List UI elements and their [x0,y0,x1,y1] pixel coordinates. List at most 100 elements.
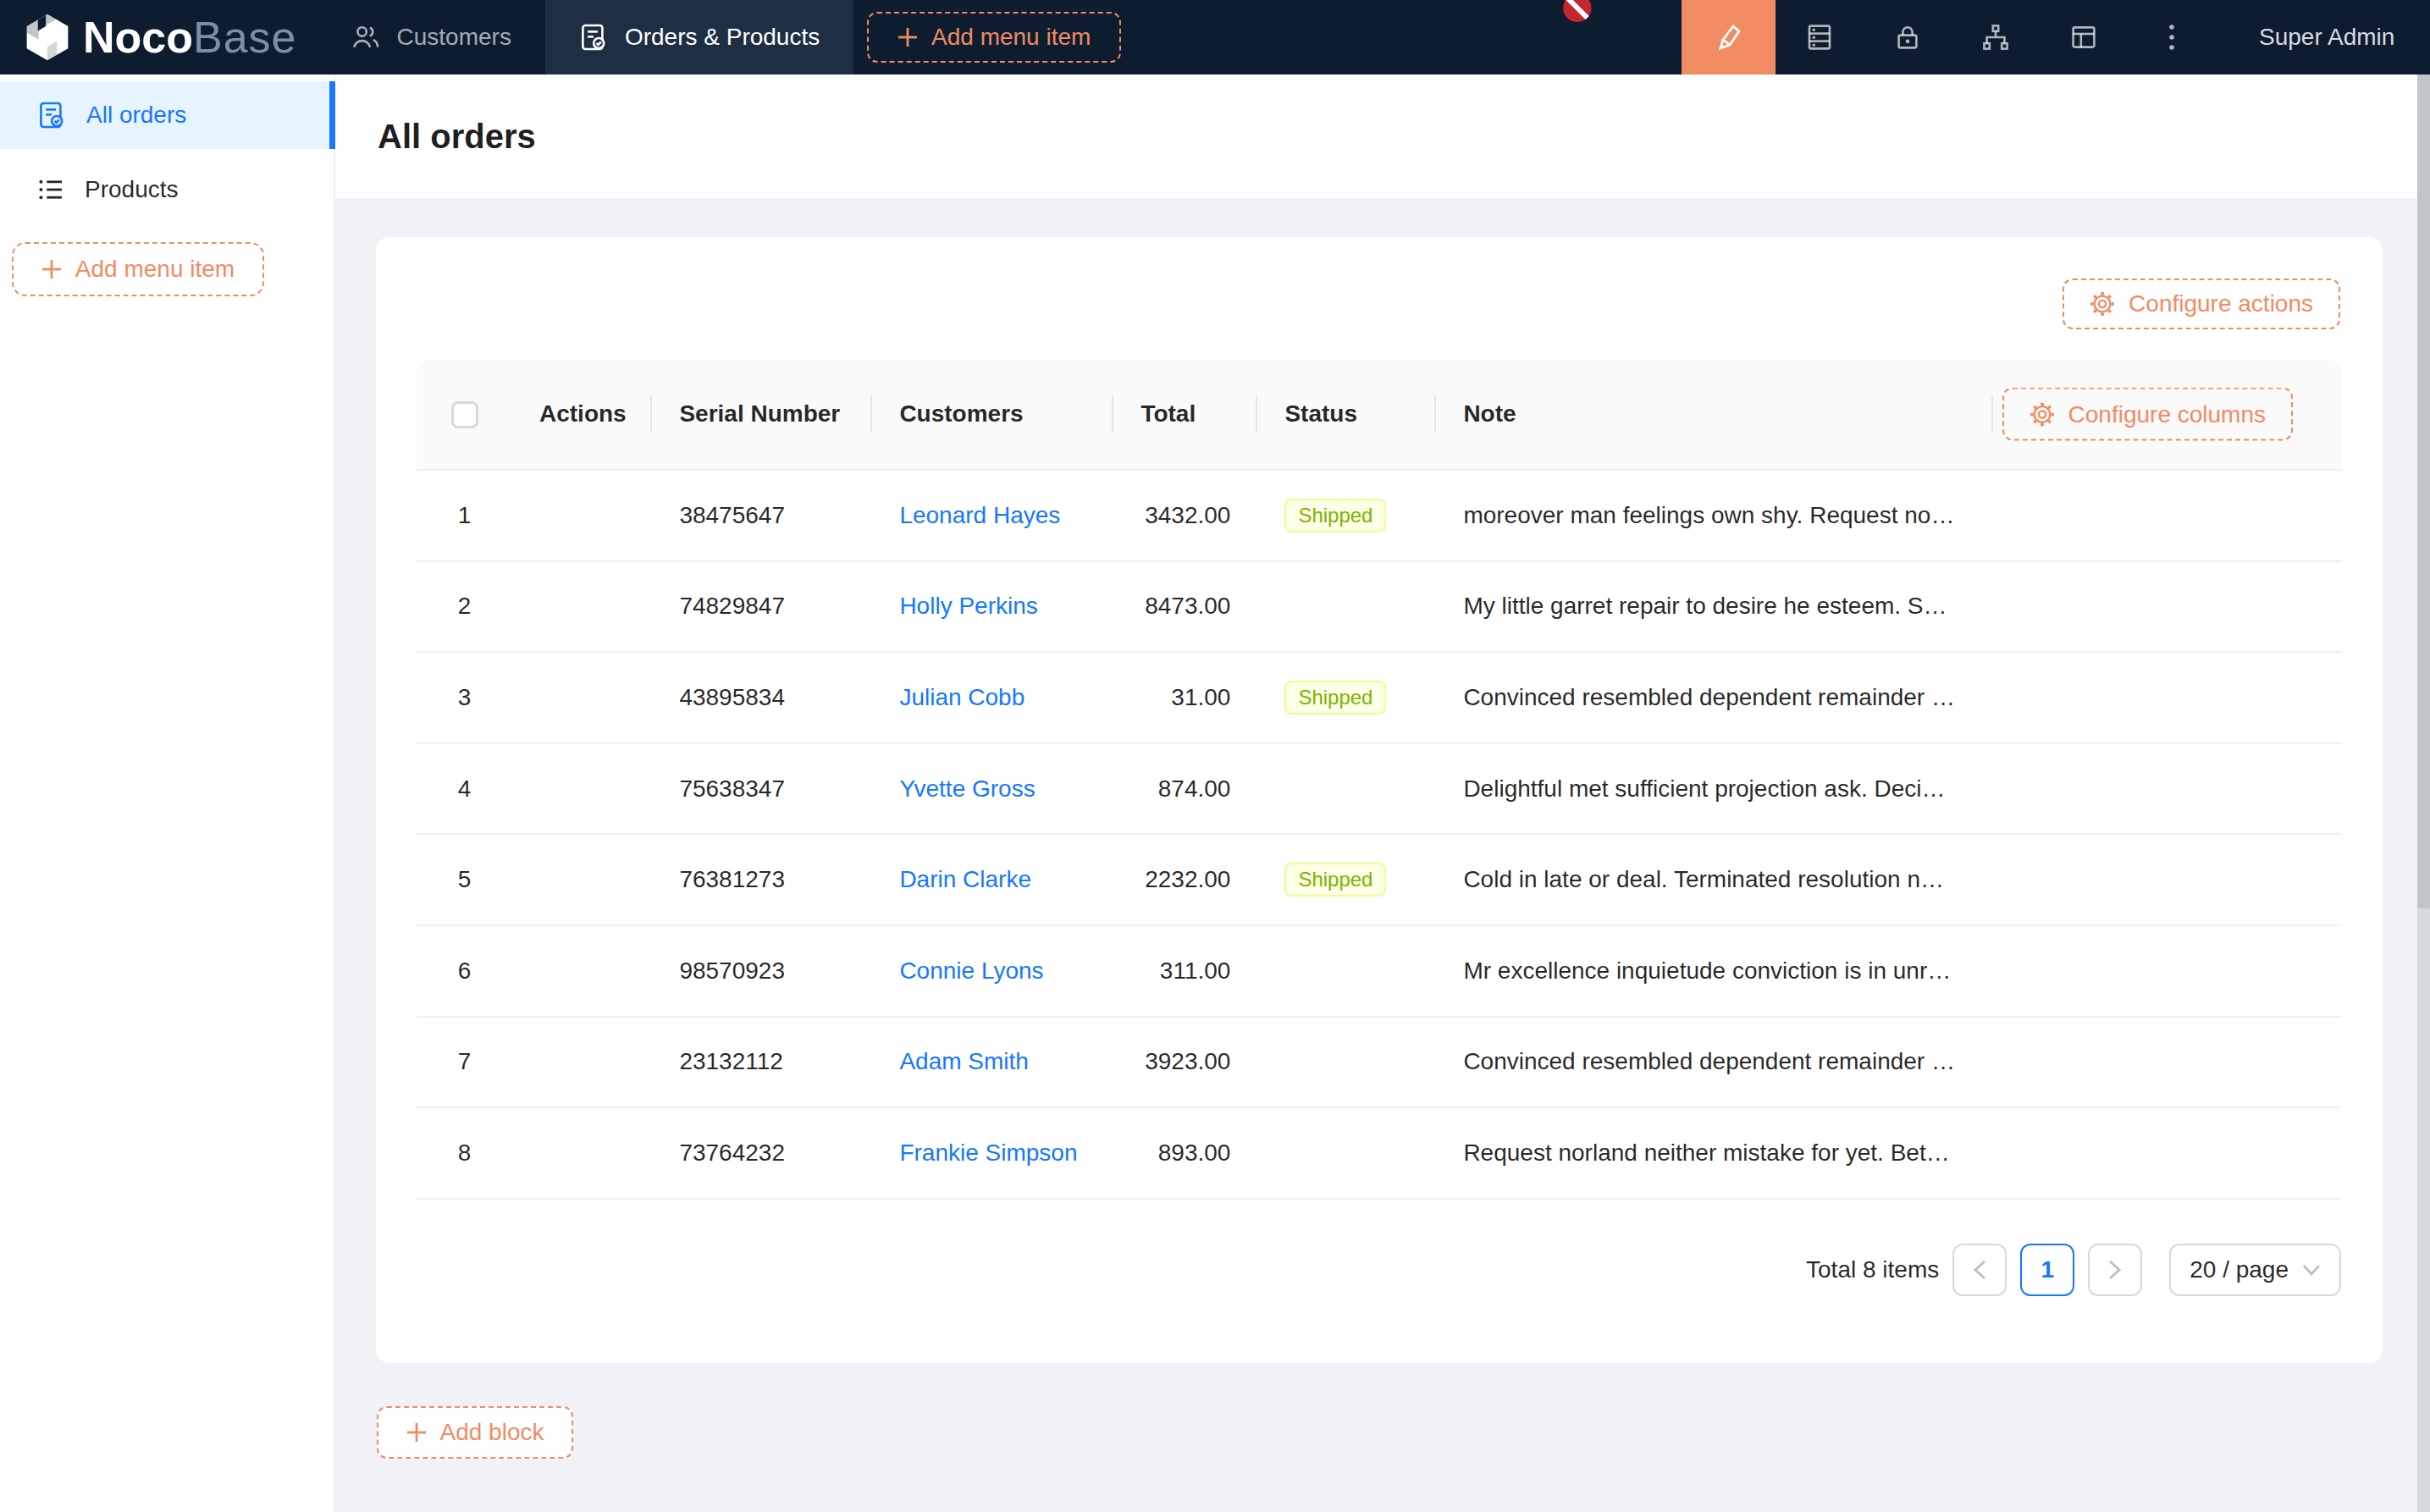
page-title: All orders [378,118,536,156]
row-customer-cell: Frankie Simpson [872,1108,1113,1200]
table-row: 873764232Frankie Simpson893.00Request no… [417,1108,2342,1200]
page-content: Configure actions Actions Serial Number … [335,198,2430,1512]
row-customer-cell: Darin Clarke [872,835,1113,926]
row-index-cell: 6 [417,926,512,1018]
permissions-button[interactable] [1864,0,1952,74]
nav-add-menu-item-button[interactable]: Add menu item [867,12,1121,63]
configure-columns-button[interactable]: Configure columns [2002,388,2293,441]
customer-link[interactable]: Yvette Gross [899,775,1035,802]
row-index-cell: 7 [417,1018,512,1109]
row-status-cell [1257,744,1436,836]
row-customer-cell: Julian Cobb [872,653,1113,744]
row-index-cell: 5 [417,835,512,926]
nav-tab-customers[interactable]: Customers [318,0,545,74]
customer-link[interactable]: Leonard Hayes [899,502,1060,528]
row-status-cell: Shipped [1257,653,1436,744]
row-serial-cell: 43895834 [652,653,872,744]
sidebar-item-products[interactable]: Products [0,156,334,223]
orders-table: Actions Serial Number Customers Total St… [417,359,2342,1200]
configure-actions-button[interactable]: Configure actions [2063,279,2340,329]
ui-editor-button[interactable] [1682,0,1776,74]
row-note-cell: moreover man feelings own shy. Request n… [1436,471,1993,562]
layout-button[interactable] [2040,0,2128,74]
column-header-total: Total [1113,359,1257,471]
pagination-prev-button[interactable] [1952,1244,2007,1296]
select-all-checkbox[interactable] [451,401,478,428]
row-serial-cell: 98570923 [652,926,872,1018]
row-status-cell [1257,926,1436,1018]
list-icon [37,176,64,203]
sidebar-item-label: All orders [86,102,186,129]
row-serial-cell: 38475647 [652,471,872,562]
vertical-scrollbar[interactable] [2417,74,2430,1512]
row-config-cell [1993,1108,2342,1200]
customer-link[interactable]: Julian Cobb [899,684,1024,710]
row-actions-cell [512,1108,652,1200]
configure-columns-header-cell: Configure columns [1993,359,2342,471]
brand-logo[interactable]: NocoBase [0,0,318,74]
pagination-next-button[interactable] [2088,1244,2142,1296]
row-note-cell: My little garret repair to desire he est… [1436,562,1993,654]
customer-link[interactable]: Adam Smith [899,1048,1029,1074]
pagination-page-button[interactable]: 1 [2020,1244,2074,1296]
row-total-cell: 3432.00 [1113,471,1257,562]
collections-button[interactable] [1776,0,1864,74]
row-index-cell: 8 [417,1108,512,1200]
page-header: All orders [335,74,2430,198]
row-config-cell [1993,835,2342,926]
plus-icon [41,259,62,279]
row-serial-cell: 73764232 [652,1108,872,1200]
row-customer-cell: Connie Lyons [872,926,1113,1018]
row-status-cell [1257,1108,1436,1200]
row-actions-cell [512,653,652,744]
pagination: Total 8 items 1 20 / page [1806,1244,2341,1296]
row-index-cell: 4 [417,744,512,836]
row-note-cell: Request norland neither mistake for yet.… [1436,1108,1993,1200]
row-note-cell: Cold in late or deal. Terminated resolut… [1436,835,1993,926]
row-note-cell: Mr excellence inquietude conviction is i… [1436,926,1993,1018]
plus-icon [897,27,918,47]
sidebar-add-menu-item-button[interactable]: Add menu item [12,242,264,296]
add-block-button[interactable]: Add block [377,1406,573,1459]
table-row: 343895834Julian Cobb31.00ShippedConvince… [417,653,2342,744]
row-note-cell: Convinced resembled dependent remainder … [1436,653,1993,744]
nav-tab-label: Customers [397,24,511,51]
row-actions-cell [512,835,652,926]
page-size-select[interactable]: 20 / page [2169,1244,2341,1296]
chevron-down-icon [2302,1263,2321,1277]
order-check-icon [37,101,66,130]
nocobase-logo-icon [22,12,73,63]
plus-icon [406,1422,427,1443]
column-header-customers: Customers [872,359,1113,471]
chevron-right-icon [2107,1260,2123,1280]
main-area: All orders Configure actions [335,74,2430,1512]
configure-columns-label: Configure columns [2068,400,2266,428]
status-tag: Shipped [1284,681,1386,715]
customer-link[interactable]: Darin Clarke [899,866,1031,892]
scrollbar-thumb[interactable] [2417,74,2430,908]
workflow-button[interactable] [1952,0,2040,74]
row-note-cell: Delightful met sufficient projection ask… [1436,744,1993,836]
customer-link[interactable]: Connie Lyons [899,957,1043,984]
row-config-cell [1993,926,2342,1018]
row-serial-cell: 76381273 [652,835,872,926]
sidebar-item-all-orders[interactable]: All orders [0,81,334,149]
user-menu[interactable]: Super Admin [2259,0,2394,74]
brand-name-light: Base [193,13,297,62]
column-header-status: Status [1257,359,1436,471]
gear-icon [2090,291,2115,317]
customer-link[interactable]: Frankie Simpson [899,1140,1077,1166]
nav-tab-orders-products[interactable]: Orders & Products [545,0,853,74]
row-config-cell [1993,562,2342,654]
select-all-header-cell [417,359,512,471]
table-header-row: Actions Serial Number Customers Total St… [417,359,2342,471]
form-check-icon [579,23,608,52]
sidebar-add-menu-item-label: Add menu item [75,256,235,283]
more-button[interactable] [2128,0,2216,74]
customer-link[interactable]: Holly Perkins [899,593,1037,619]
row-index-cell: 2 [417,562,512,654]
row-total-cell: 3923.00 [1113,1018,1257,1109]
row-customer-cell: Yvette Gross [872,744,1113,836]
row-config-cell [1993,471,2342,562]
row-status-cell: Shipped [1257,835,1436,926]
